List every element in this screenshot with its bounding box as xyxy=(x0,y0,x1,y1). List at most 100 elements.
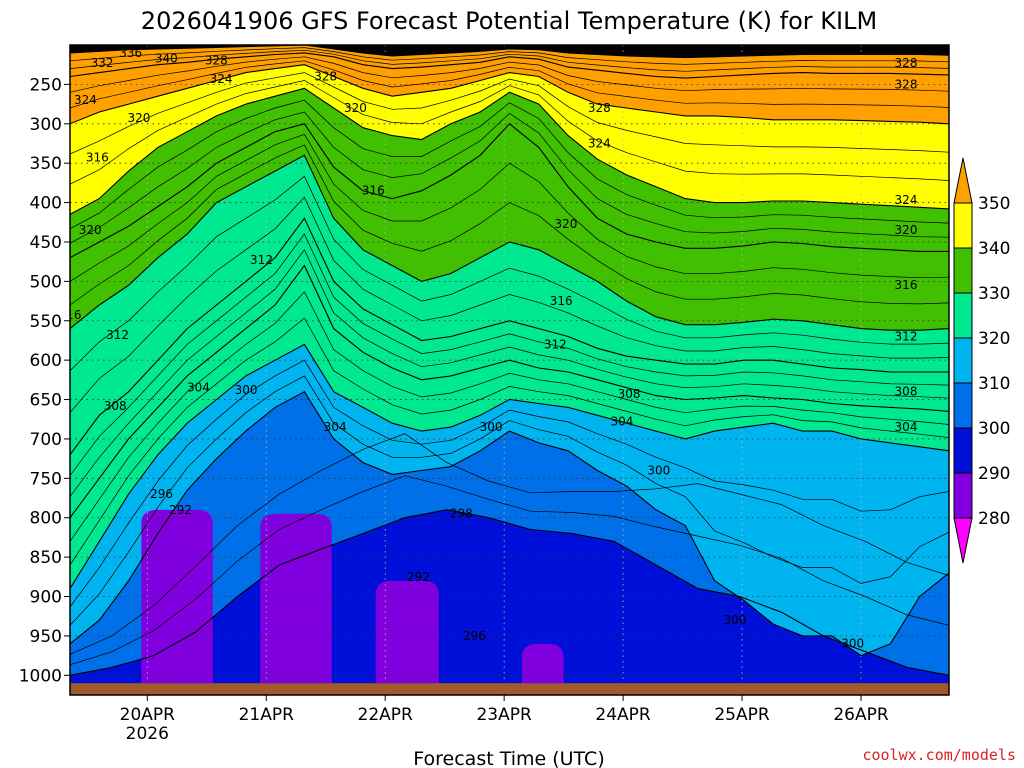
y-tick-label-1000: 1000 xyxy=(19,666,62,686)
isotherm-minor-312-1 xyxy=(70,196,949,413)
isotherm-312 xyxy=(70,217,949,456)
isotherm-300 xyxy=(70,390,949,657)
band-above-336 xyxy=(70,45,949,58)
contour-label-296: 296 xyxy=(463,629,486,643)
isotherm-320 xyxy=(70,123,949,259)
isotherm-minor-304-2 xyxy=(70,291,949,542)
isotherm-316 xyxy=(70,154,949,331)
isotherm-minor-300-2 xyxy=(70,359,949,608)
y-tick-label-450: 450 xyxy=(30,233,62,253)
contour-label-300: 300 xyxy=(841,637,864,651)
y-tick-label-350: 350 xyxy=(30,154,62,174)
y-tick-label-900: 900 xyxy=(30,588,62,608)
contour-label-right-328: 328 xyxy=(895,77,918,91)
colorbar-bin-300-310 xyxy=(953,382,973,429)
contour-label-320: 320 xyxy=(344,101,367,115)
isotherm-332 xyxy=(70,52,949,79)
contour-label-316: 316 xyxy=(550,294,573,308)
colorbar-tick-280: 280 xyxy=(978,509,1010,529)
contour-label-right-324: 324 xyxy=(895,193,918,207)
y-tick-label-600: 600 xyxy=(30,351,62,371)
isotherm-minor-304-1 xyxy=(70,317,949,566)
isotherm-minor-316-2 xyxy=(70,133,949,282)
colorbar-tick-330: 330 xyxy=(978,284,1010,304)
contour-label-336: 336 xyxy=(119,46,142,60)
x-tick-label-23APR: 23APR xyxy=(476,705,532,725)
ground-strip xyxy=(70,683,949,695)
contour-label-328: 328 xyxy=(588,101,611,115)
y-tick-label-650: 650 xyxy=(30,391,62,411)
contour-label-300: 300 xyxy=(647,463,670,477)
x-tick-label-22APR: 22APR xyxy=(358,705,414,725)
isotherm-minor-328-2 xyxy=(70,56,949,93)
contour-label-324: 324 xyxy=(74,93,97,107)
contour-label-316: 316 xyxy=(59,308,82,322)
contour-label-300: 300 xyxy=(235,383,258,397)
contour-label-292: 292 xyxy=(169,503,192,517)
y-tick-label-400: 400 xyxy=(30,194,62,214)
contour-label-right-304: 304 xyxy=(895,420,918,434)
isotherm-minor-296-1 xyxy=(70,475,949,666)
isotherm-304 xyxy=(70,343,949,589)
colorbar-bottom-arrow xyxy=(953,517,973,564)
contour-label-304: 304 xyxy=(187,381,210,395)
y-tick-label-500: 500 xyxy=(30,272,62,292)
axes: 250 300 350 400 450 500 550 600 650 700 750 800 850 9… xyxy=(19,75,889,744)
contour-label-332: 332 xyxy=(91,56,114,70)
contour-label-328: 328 xyxy=(205,54,228,68)
contour-label-300: 300 xyxy=(723,613,746,627)
contour-label-328: 328 xyxy=(314,69,337,83)
cold-pocket-2 xyxy=(375,580,439,684)
isotherm-308 xyxy=(70,264,949,519)
x-tick-label-21APR: 21APR xyxy=(239,705,295,725)
isotherm-minor-312-2 xyxy=(70,175,949,371)
contour-label-320: 320 xyxy=(128,111,151,125)
colorbar-bin-320-330 xyxy=(953,292,973,339)
colorbar-tick-300: 300 xyxy=(978,419,1010,439)
contour-label-292: 292 xyxy=(407,570,430,584)
cold-pocket-3 xyxy=(521,643,564,684)
contour-label-308: 308 xyxy=(104,399,127,413)
x-tick-label-20APR: 20APR xyxy=(120,705,176,725)
contour-label-324: 324 xyxy=(210,72,233,86)
y-tick-label-700: 700 xyxy=(30,430,62,450)
contour-label-324: 324 xyxy=(588,136,611,150)
colorbar-bin-290-300 xyxy=(953,427,973,474)
y-tick-label-750: 750 xyxy=(30,469,62,489)
isotherm-336 xyxy=(70,45,949,59)
contour-label-320: 320 xyxy=(79,223,102,237)
y-tick-label-550: 550 xyxy=(30,312,62,332)
contour-label-298: 298 xyxy=(450,507,473,521)
contour-label-340: 340 xyxy=(155,51,178,65)
contour-label-304: 304 xyxy=(610,415,633,429)
y-tick-label-250: 250 xyxy=(30,75,62,95)
y-tick-label-950: 950 xyxy=(30,627,62,647)
colorbar-tick-320: 320 xyxy=(978,329,1010,349)
contour-label-308: 308 xyxy=(618,387,641,401)
contour-label-320: 320 xyxy=(555,217,578,231)
y-tick-label-800: 800 xyxy=(30,509,62,529)
contour-label-right-316: 316 xyxy=(895,278,918,292)
isotherm-minor-320-2 xyxy=(70,99,949,230)
y-tick-label-300: 300 xyxy=(30,115,62,135)
contour-label-right-308: 308 xyxy=(895,385,918,399)
plot-frame xyxy=(69,44,950,696)
contour-label-312: 312 xyxy=(106,328,129,342)
contour-label-right-312: 312 xyxy=(895,329,918,343)
credit-link[interactable]: coolwx.com/models xyxy=(862,746,1016,764)
colorbar-bin-310-320 xyxy=(953,337,973,384)
isotherm-296 xyxy=(70,509,949,676)
contour-label-316: 316 xyxy=(86,151,109,165)
contour-label-304: 304 xyxy=(324,420,347,434)
x-axis-label: Forecast Time (UTC) xyxy=(413,748,604,768)
isotherm-minor-332-1 xyxy=(70,49,949,72)
contour-label-300: 300 xyxy=(480,420,503,434)
x-tick-label-25APR: 25APR xyxy=(714,705,770,725)
x-tick-sublabel-2026: 2026 xyxy=(126,724,169,744)
isotherm-minor-332-2 xyxy=(70,47,949,65)
colorbar-bin-330-340 xyxy=(953,247,973,294)
isotherm-324 xyxy=(70,87,949,215)
colorbar-tick-350: 350 xyxy=(978,194,1010,214)
isotherm-minor-300-1 xyxy=(70,375,949,626)
